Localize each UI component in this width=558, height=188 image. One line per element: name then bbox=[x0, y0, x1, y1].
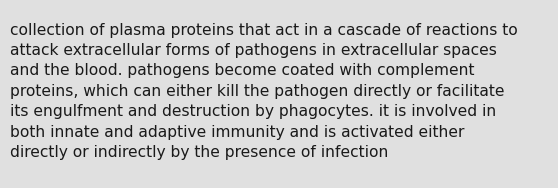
Text: collection of plasma proteins that act in a cascade of reactions to
attack extra: collection of plasma proteins that act i… bbox=[10, 23, 518, 160]
